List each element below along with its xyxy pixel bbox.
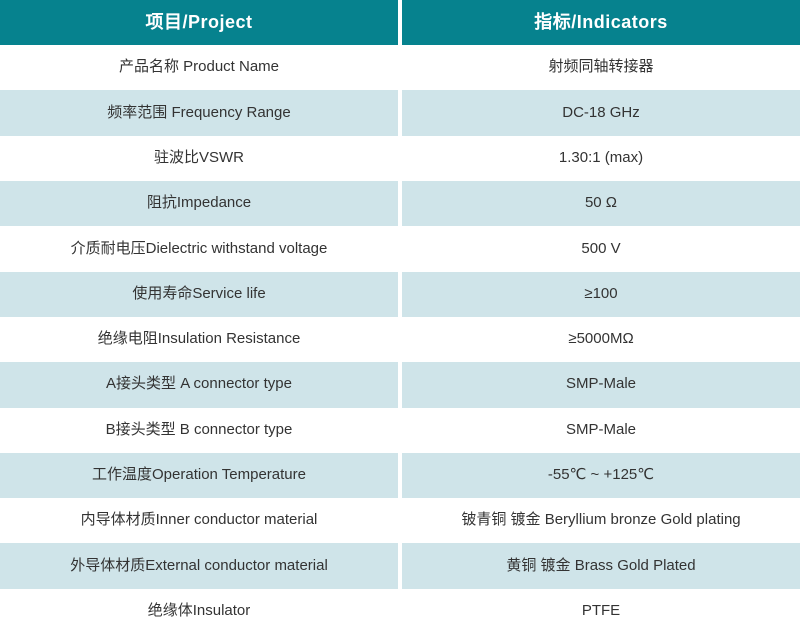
table-row-impedance: 阻抗Impedance 50 Ω <box>0 180 800 227</box>
indicator-cell: -55℃ ~ +125℃ <box>402 452 800 499</box>
project-cell: 工作温度Operation Temperature <box>0 452 398 499</box>
indicator-cell: SMP-Male <box>402 407 800 453</box>
header-cell-indicators: 指标/Indicators <box>402 0 800 45</box>
indicator-cell: DC-18 GHz <box>402 90 800 136</box>
indicator-cell: ≥100 <box>402 271 800 317</box>
indicator-cell: 50 Ω <box>402 180 800 227</box>
project-cell: 频率范围 Frequency Range <box>0 90 398 136</box>
indicator-cell: 铍青铜 镀金 Beryllium bronze Gold plating <box>402 498 800 544</box>
indicator-cell: 射频同轴转接器 <box>402 45 800 91</box>
table-row-operation-temperature: 工作温度Operation Temperature -55℃ ~ +125℃ <box>0 452 800 499</box>
table-row-product-name: 产品名称 Product Name 射频同轴转接器 <box>0 45 800 91</box>
indicator-cell: 黄铜 镀金 Brass Gold Plated <box>402 543 800 589</box>
table-header-row: 项目/Project 指标/Indicators <box>0 0 800 45</box>
table-row-b-connector-type: B接头类型 B connector type SMP-Male <box>0 407 800 453</box>
project-cell: B接头类型 B connector type <box>0 407 398 453</box>
table-row-external-conductor-material: 外导体材质External conductor material 黄铜 镀金 B… <box>0 543 800 589</box>
indicator-cell: ≥5000MΩ <box>402 316 800 363</box>
table-row-a-connector-type: A接头类型 A connector type SMP-Male <box>0 362 800 408</box>
table-row-service-life: 使用寿命Service life ≥100 <box>0 271 800 317</box>
project-cell: 外导体材质External conductor material <box>0 543 398 589</box>
project-cell: 产品名称 Product Name <box>0 45 398 91</box>
header-cell-project: 项目/Project <box>0 0 398 45</box>
indicator-cell: SMP-Male <box>402 362 800 408</box>
table-row-dielectric-withstand-voltage: 介质耐电压Dielectric withstand voltage 500 V <box>0 226 800 272</box>
project-cell: 阻抗Impedance <box>0 180 398 227</box>
project-cell: 使用寿命Service life <box>0 271 398 317</box>
project-cell: 绝缘电阻Insulation Resistance <box>0 316 398 363</box>
project-cell: 绝缘体Insulator <box>0 588 398 634</box>
project-cell: 介质耐电压Dielectric withstand voltage <box>0 226 398 272</box>
table-row-insulation-resistance: 绝缘电阻Insulation Resistance ≥5000MΩ <box>0 316 800 363</box>
project-cell: 驻波比VSWR <box>0 135 398 181</box>
indicator-cell: 1.30:1 (max) <box>402 135 800 181</box>
table-row-inner-conductor-material: 内导体材质Inner conductor material 铍青铜 镀金 Ber… <box>0 498 800 544</box>
indicator-cell: 500 V <box>402 226 800 272</box>
table-row-frequency-range: 频率范围 Frequency Range DC-18 GHz <box>0 90 800 136</box>
indicator-cell: PTFE <box>402 588 800 634</box>
project-cell: 内导体材质Inner conductor material <box>0 498 398 544</box>
table-row-insulator: 绝缘体Insulator PTFE <box>0 588 800 634</box>
table-body: 产品名称 Product Name 射频同轴转接器 频率范围 Frequency… <box>0 45 800 634</box>
table-row-vswr: 驻波比VSWR 1.30:1 (max) <box>0 135 800 181</box>
project-cell: A接头类型 A connector type <box>0 362 398 408</box>
